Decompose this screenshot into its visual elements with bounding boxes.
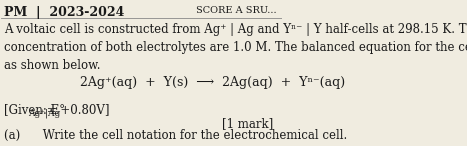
Text: SCORE A SRU...: SCORE A SRU... <box>196 6 276 15</box>
Text: = +0.80V]: = +0.80V] <box>43 103 109 116</box>
Text: PM  |  2023-2024: PM | 2023-2024 <box>4 6 125 19</box>
Text: as shown below.: as shown below. <box>4 59 101 72</box>
Text: A voltaic cell is constructed from Ag⁺ | Ag and Yⁿ⁻ | Y half-cells at 298.15 K. : A voltaic cell is constructed from Ag⁺ |… <box>4 23 467 36</box>
Text: concentration of both electrolytes are 1.0 M. The balanced equation for the cell: concentration of both electrolytes are 1… <box>4 41 467 54</box>
Text: Ag⁺|Ag: Ag⁺|Ag <box>28 108 61 118</box>
Text: [1 mark]: [1 mark] <box>222 117 274 130</box>
Text: [Given: E°: [Given: E° <box>4 103 65 116</box>
Text: (a)      Write the cell notation for the electrochemical cell.: (a) Write the cell notation for the elec… <box>4 129 347 142</box>
Text: 2Ag⁺(aq)  +  Y(s)  ⟶  2Ag(aq)  +  Yⁿ⁻(aq): 2Ag⁺(aq) + Y(s) ⟶ 2Ag(aq) + Yⁿ⁻(aq) <box>80 76 345 89</box>
